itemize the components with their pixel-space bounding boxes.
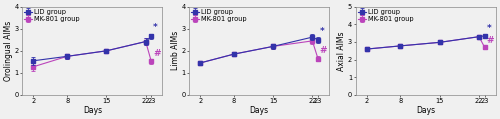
Y-axis label: Orolingual AIMs: Orolingual AIMs (4, 21, 13, 81)
Y-axis label: Axial AIMs: Axial AIMs (338, 31, 346, 71)
Text: #: # (153, 49, 160, 58)
Legend: LID group, MK-801 group: LID group, MK-801 group (357, 8, 414, 22)
Legend: LID group, MK-801 group: LID group, MK-801 group (24, 8, 80, 22)
Text: *: * (153, 23, 158, 32)
X-axis label: Days: Days (416, 106, 436, 115)
Legend: LID group, MK-801 group: LID group, MK-801 group (190, 8, 247, 22)
Text: #: # (486, 36, 494, 45)
Text: #: # (320, 46, 327, 55)
Text: *: * (320, 27, 324, 36)
X-axis label: Days: Days (250, 106, 268, 115)
Y-axis label: Limb AIMs: Limb AIMs (171, 31, 180, 70)
X-axis label: Days: Days (83, 106, 102, 115)
Text: *: * (486, 24, 491, 33)
